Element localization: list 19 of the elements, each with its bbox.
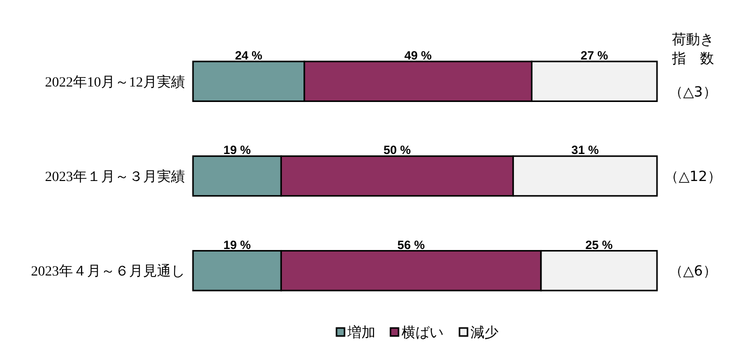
data-label: 56 %	[397, 238, 426, 252]
data-label: 19 %	[223, 143, 252, 158]
data-label: 31 %	[571, 143, 600, 158]
text: 荷動き指数	[671, 32, 714, 67]
legend-label: 増加	[346, 324, 376, 341]
data-label: 50 %	[383, 143, 412, 158]
y-tick-label: 2022年10月～12月実績	[45, 74, 185, 90]
text: （△6）	[669, 264, 717, 280]
text: （△12）	[664, 169, 722, 185]
data-label: 49 %	[404, 48, 432, 62]
data-label: 24 %	[235, 48, 263, 62]
data-label: 25 %	[585, 238, 613, 252]
legend-label: 減少	[470, 325, 498, 341]
text: （△3）	[669, 84, 717, 100]
data-label: 27 %	[580, 48, 608, 62]
legend-label: 横ばい	[402, 325, 444, 341]
data-label: 19 %	[223, 238, 252, 252]
y-tick-label: 2023年４月～６月見通し	[31, 264, 185, 280]
y-tick-label: 2023年１月～３月実績	[45, 169, 185, 185]
